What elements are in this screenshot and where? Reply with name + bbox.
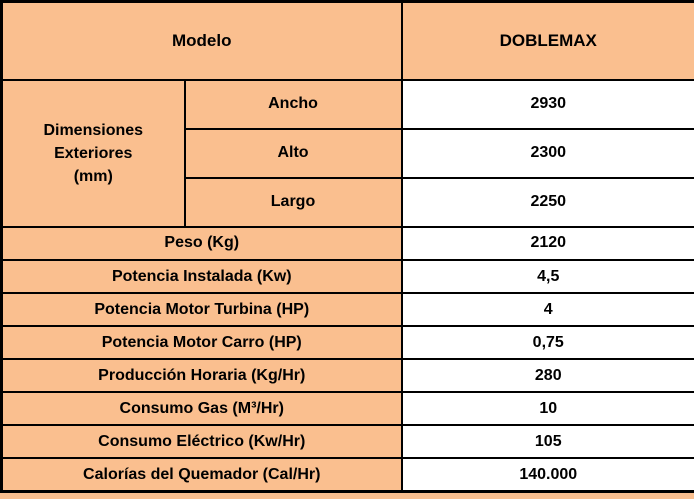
spec-label: Consumo Eléctrico (Kw/Hr) bbox=[0, 424, 403, 460]
table-row: Consumo Gas (M³/Hr) 10 bbox=[0, 391, 694, 427]
spec-value: 140.000 bbox=[400, 457, 694, 493]
table-row: Potencia Motor Turbina (HP) 4 bbox=[0, 292, 694, 328]
dimension-label: Alto bbox=[183, 127, 403, 179]
spec-value: 4 bbox=[400, 292, 694, 328]
spec-label: Consumo Gas (M³/Hr) bbox=[0, 391, 403, 427]
spec-value: 2120 bbox=[400, 225, 694, 262]
model-header-label: Modelo bbox=[0, 0, 403, 81]
dimension-value: 2250 bbox=[400, 176, 694, 228]
spec-label: Potencia Motor Turbina (HP) bbox=[0, 292, 403, 328]
dimension-value: 2930 bbox=[400, 78, 694, 130]
table-row: Potencia Instalada (Kw) 4,5 bbox=[0, 258, 694, 295]
spec-value: 105 bbox=[400, 424, 694, 460]
dimension-label: Ancho bbox=[183, 78, 403, 130]
table-row: Producción Horaria (Kg/Hr) 280 bbox=[0, 358, 694, 394]
dimensions-group-label: Dimensiones Exteriores (mm) bbox=[43, 121, 144, 185]
spec-value: 4,5 bbox=[400, 258, 694, 295]
spec-label: Calorías del Quemador (Cal/Hr) bbox=[0, 457, 403, 493]
spec-value: 280 bbox=[400, 358, 694, 394]
table-row: Calorías del Quemador (Cal/Hr) 140.000 bbox=[0, 457, 694, 493]
dimensions-group-cell: Dimensiones Exteriores (mm) bbox=[0, 78, 186, 228]
table-row: Consumo Eléctrico (Kw/Hr) 105 bbox=[0, 424, 694, 460]
table-row: Dimensiones Exteriores (mm) Ancho 2930 bbox=[0, 78, 694, 228]
spec-value: 0,75 bbox=[400, 325, 694, 361]
table-row: Modelo DOBLEMAX bbox=[0, 0, 694, 81]
spec-value: 10 bbox=[400, 391, 694, 427]
spec-label: Producción Horaria (Kg/Hr) bbox=[0, 358, 403, 394]
table-row: Peso (Kg) 2120 bbox=[0, 225, 694, 262]
dimension-value: 2300 bbox=[400, 127, 694, 179]
table-row: Potencia Motor Carro (HP) 0,75 bbox=[0, 325, 694, 361]
table-row: Alto 2300 bbox=[2, 127, 694, 179]
spec-label: Peso (Kg) bbox=[0, 225, 403, 262]
dimension-label: Largo bbox=[183, 176, 403, 228]
spec-label: Potencia Instalada (Kw) bbox=[0, 258, 403, 295]
model-header-value: DOBLEMAX bbox=[400, 0, 694, 81]
table-row: Largo 2250 bbox=[2, 176, 694, 228]
spec-label: Potencia Motor Carro (HP) bbox=[0, 325, 403, 361]
